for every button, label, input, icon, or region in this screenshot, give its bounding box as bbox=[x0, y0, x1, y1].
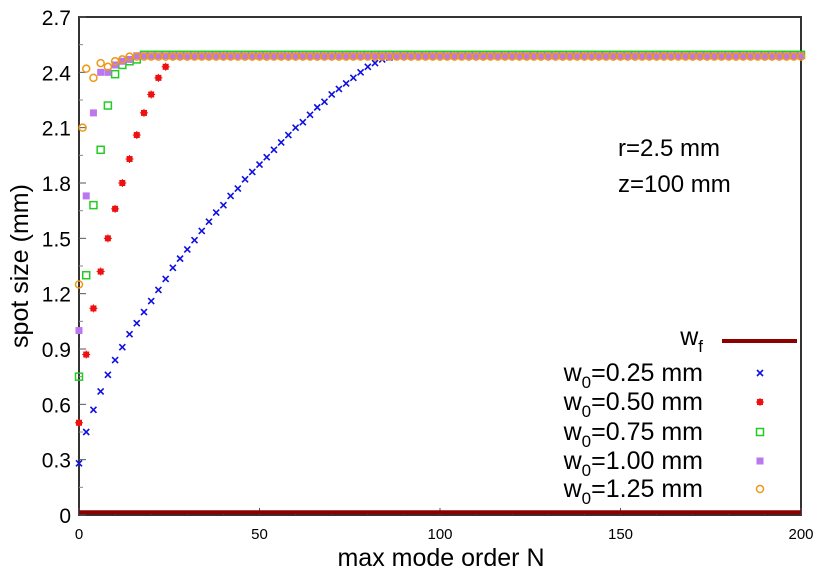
annotation-radius: r=2.5 mm bbox=[618, 135, 720, 162]
x-tick-label: 150 bbox=[608, 526, 633, 543]
y-tick-label: 1.2 bbox=[42, 284, 71, 307]
x-tick-label: 200 bbox=[788, 526, 813, 543]
x-axis-title: max mode order N bbox=[337, 544, 544, 572]
y-axis-title: spot size (mm) bbox=[6, 184, 34, 348]
legend-label: wf bbox=[679, 323, 703, 356]
legend-swatch-marker bbox=[756, 457, 764, 465]
annotations: r=2.5 mm z=100 mm bbox=[618, 135, 731, 198]
legend-swatch-marker bbox=[755, 427, 765, 437]
y-tick-label: 0.9 bbox=[42, 339, 71, 362]
x-tick-label: 50 bbox=[251, 526, 268, 543]
y-tick-label: 1.5 bbox=[42, 228, 71, 251]
y-tick-label: 2.1 bbox=[42, 118, 71, 141]
y-tick-label: 0.3 bbox=[42, 450, 71, 473]
y-tick-label: 0 bbox=[59, 505, 71, 528]
legend-swatch-marker bbox=[756, 369, 764, 377]
y-tick-label: 2.7 bbox=[42, 7, 71, 30]
series-125-points bbox=[74, 52, 806, 289]
annotation-distance: z=100 mm bbox=[618, 171, 731, 198]
legend-label: w0=1.25 mm bbox=[563, 475, 703, 508]
legend-label: w0=1.00 mm bbox=[563, 447, 703, 480]
x-tick-label: 0 bbox=[75, 526, 83, 543]
y-tick-label: 2.4 bbox=[42, 62, 72, 85]
y-tick-label: 1.8 bbox=[42, 173, 71, 196]
x-axis: 0 50 100 150 200 bbox=[75, 508, 814, 543]
legend-swatch-marker bbox=[756, 398, 764, 406]
y-tick-label: 0.6 bbox=[42, 394, 71, 417]
legend-label: w0=0.50 mm bbox=[563, 388, 703, 421]
x-tick-label: 100 bbox=[427, 526, 452, 543]
y-axis: 0 0.3 0.6 0.9 1.2 1.5 1.8 2.1 2.4 2.7 bbox=[42, 7, 86, 528]
data-series bbox=[74, 50, 806, 515]
series-100-points bbox=[75, 52, 805, 335]
legend-swatch-marker bbox=[755, 484, 765, 494]
legend-label: w0=0.25 mm bbox=[563, 359, 703, 392]
legend-label: w0=0.75 mm bbox=[563, 418, 703, 451]
